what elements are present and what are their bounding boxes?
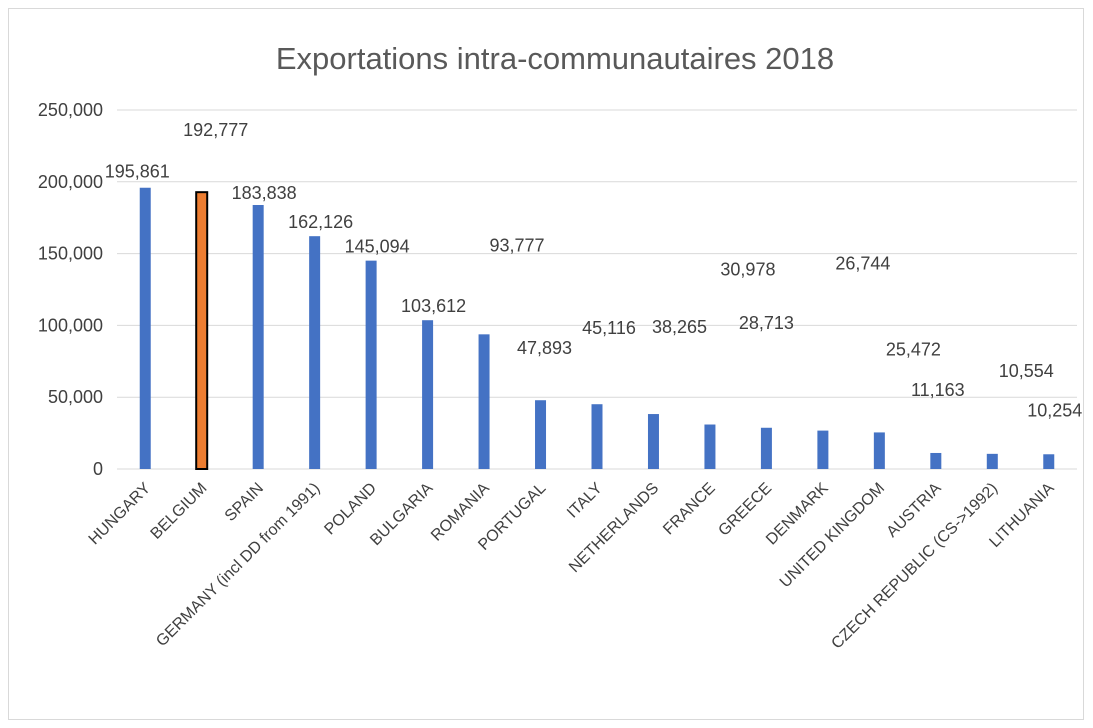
data-label: 30,978 [720,260,775,280]
data-label: 93,777 [490,235,545,255]
data-label: 47,893 [517,338,572,358]
category-label: BELGIUM [148,480,211,543]
data-label: 28,713 [739,313,794,333]
data-label: 192,777 [183,120,248,140]
category-label: UNITED KINGDOM [777,480,888,591]
data-label: 45,116 [582,318,636,338]
bar-united-kingdom [873,432,885,469]
category-label: SPAIN [222,480,267,525]
category-label: AUSTRIA [884,480,945,541]
bar-lithuania [1043,454,1055,469]
category-label: ITALY [564,480,606,522]
bar-poland [365,260,377,469]
data-label: 183,838 [232,183,297,203]
bar-spain [252,205,264,469]
y-tick-label: 0 [93,459,103,479]
data-label: 162,126 [288,212,353,232]
category-label: FRANCE [660,480,719,539]
bar-romania [478,334,490,469]
y-tick-label: 50,000 [48,387,103,407]
chart-frame: Exportations intra-communautaires 2018 0… [8,8,1084,720]
bar-portugal [535,400,547,469]
data-label: 10,554 [999,361,1054,381]
bar-denmark [817,430,829,469]
y-axis-ticks: 0 50,000 100,000 150,000 200,000 250,000 [38,100,103,479]
data-label: 38,265 [652,317,707,337]
y-tick-label: 250,000 [38,100,103,120]
bar-italy [591,404,603,469]
bar-germany-incl-dd-from-1991- [309,236,321,469]
y-tick-label: 100,000 [38,315,103,335]
bar-bulgaria [422,320,434,469]
data-label: 11,163 [911,380,965,400]
y-tick-label: 200,000 [38,172,103,192]
category-label: HUNGARY [86,480,155,549]
bar-netherlands [647,414,659,469]
gridlines [117,109,1077,470]
data-label: 25,472 [886,339,941,359]
bar-greece [760,427,772,469]
category-label: POLAND [321,480,380,539]
data-label: 103,612 [401,296,466,316]
category-label: GREECE [715,480,775,540]
bar-belgium [195,191,209,470]
data-label: 10,254 [1027,400,1082,420]
bar-czech-republic-cs-1992- [986,453,998,469]
data-labels: 195,861 192,777 183,838 162,126 145,094 103,6… [105,120,1083,420]
bars [139,187,1055,470]
bar-austria [930,452,942,469]
y-tick-label: 150,000 [38,244,103,264]
chart-title: Exportations intra-communautaires 2018 [276,41,834,76]
data-label: 145,094 [345,237,410,257]
data-label: 195,861 [105,162,170,182]
bar-hungary [139,187,151,470]
bar-france [704,424,716,469]
bar-chart: Exportations intra-communautaires 2018 0… [38,41,1083,653]
data-label: 26,744 [835,254,890,274]
